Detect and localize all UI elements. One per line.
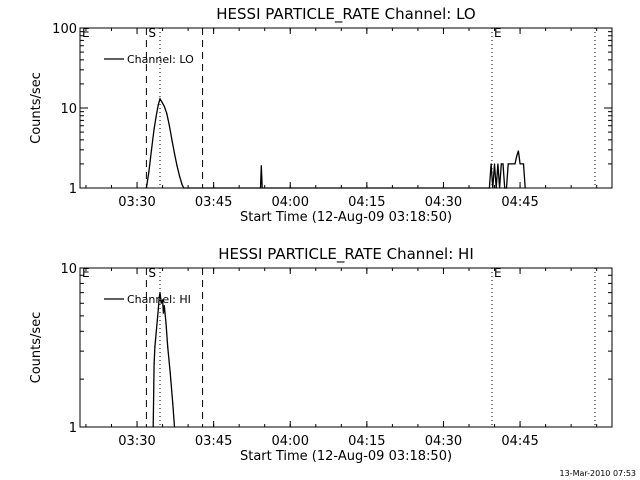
data-point	[519, 163, 521, 165]
data-point	[488, 187, 491, 189]
data-point	[145, 187, 147, 189]
y-tick-label: 100	[52, 22, 77, 37]
data-point	[163, 305, 165, 307]
data-point	[490, 163, 492, 165]
x-tick-label: 03:45	[195, 195, 232, 210]
x-tick-label: 04:00	[272, 434, 309, 449]
data-point	[156, 327, 158, 329]
y-axis-label: Counts/sec	[29, 72, 44, 144]
x-tick-label: 03:30	[118, 195, 155, 210]
data-point	[168, 125, 170, 127]
data-point	[178, 175, 181, 177]
generation-timestamp: 13-Mar-2010 07:53	[560, 469, 637, 478]
x-axis-label: Start Time (12-Aug-09 03:18:50)	[240, 210, 452, 225]
x-tick-label: 04:30	[425, 434, 462, 449]
x-axis-label: Start Time (12-Aug-09 03:18:50)	[240, 449, 452, 464]
data-point	[507, 163, 509, 165]
data-point	[159, 98, 161, 100]
data-point	[521, 163, 523, 165]
data-point	[160, 302, 162, 304]
data-point	[517, 150, 519, 152]
data-point	[492, 187, 494, 189]
data-point	[512, 163, 514, 165]
data-point	[516, 155, 518, 157]
data-point	[150, 149, 153, 151]
data-point	[154, 346, 156, 348]
data-point	[148, 171, 150, 173]
data-point	[156, 113, 158, 115]
y-axis-label: Counts/sec	[29, 312, 44, 384]
data-point	[499, 187, 501, 189]
data-point	[169, 371, 171, 374]
data-point	[159, 292, 161, 294]
event-marker-label: E	[82, 26, 90, 40]
data-point	[161, 101, 163, 103]
data-point	[152, 426, 154, 428]
data-point	[172, 403, 174, 405]
data-point	[163, 105, 165, 107]
data-point	[524, 187, 526, 189]
x-tick-label: 04:30	[425, 195, 462, 210]
y-tick-label: 1	[69, 182, 77, 197]
data-point	[522, 163, 525, 165]
data-point	[514, 163, 516, 165]
data-point	[161, 299, 164, 301]
data-point	[171, 139, 173, 141]
data-point	[261, 187, 263, 189]
data-point	[162, 312, 165, 314]
x-tick-label: 03:45	[195, 434, 232, 449]
data-point	[153, 363, 155, 365]
chart-title: HESSI PARTICLE_RATE Channel: HI	[218, 245, 474, 264]
y-tick-label: 10	[60, 262, 77, 277]
y-tick-label: 1	[69, 421, 77, 436]
data-point	[502, 163, 504, 165]
event-marker-label: E	[82, 266, 90, 280]
data-point	[183, 187, 185, 189]
x-tick-label: 04:15	[348, 195, 385, 210]
data-point	[157, 104, 159, 106]
y-tick-label: 10	[60, 102, 77, 117]
x-tick-label: 04:45	[501, 195, 538, 210]
x-tick-label: 04:45	[501, 434, 538, 449]
data-point	[157, 308, 159, 310]
x-tick-label: 04:15	[348, 434, 385, 449]
event-marker-label: S	[148, 266, 156, 280]
data-point	[259, 187, 262, 189]
series-line	[145, 97, 526, 189]
data-point	[509, 163, 511, 165]
data-point	[504, 187, 506, 189]
data-point	[165, 322, 167, 324]
chart-panel-1: HESSI PARTICLE_RATE Channel: LO 03:30 03:4…	[29, 5, 613, 225]
data-point	[167, 346, 169, 348]
data-point	[173, 152, 176, 155]
legend-entry: Channel: LO	[127, 53, 194, 66]
data-point	[173, 426, 176, 428]
legend-entry: Channel: HI	[127, 293, 191, 306]
data-point	[181, 184, 183, 186]
event-marker-label: S	[148, 26, 156, 40]
event-marker-label: E	[494, 26, 502, 40]
chart-title: HESSI PARTICLE_RATE Channel: LO	[216, 5, 475, 24]
data-point	[158, 297, 160, 299]
data-point	[153, 128, 155, 130]
data-point	[166, 113, 168, 115]
series-line	[152, 292, 176, 428]
plot-frame	[79, 267, 613, 428]
data-point	[510, 163, 513, 165]
x-tick-label: 04:00	[272, 195, 309, 210]
data-point	[260, 165, 262, 167]
data-point	[176, 165, 178, 167]
chart-panel-2: HESSI PARTICLE_RATE Channel: HI 03:30 03:4…	[29, 245, 613, 464]
x-tick-label: 03:30	[118, 434, 155, 449]
data-point	[495, 187, 497, 189]
data-point	[493, 163, 496, 165]
event-marker-label: E	[494, 266, 502, 280]
data-point	[505, 187, 508, 189]
data-point	[497, 163, 499, 165]
data-point	[500, 163, 502, 165]
